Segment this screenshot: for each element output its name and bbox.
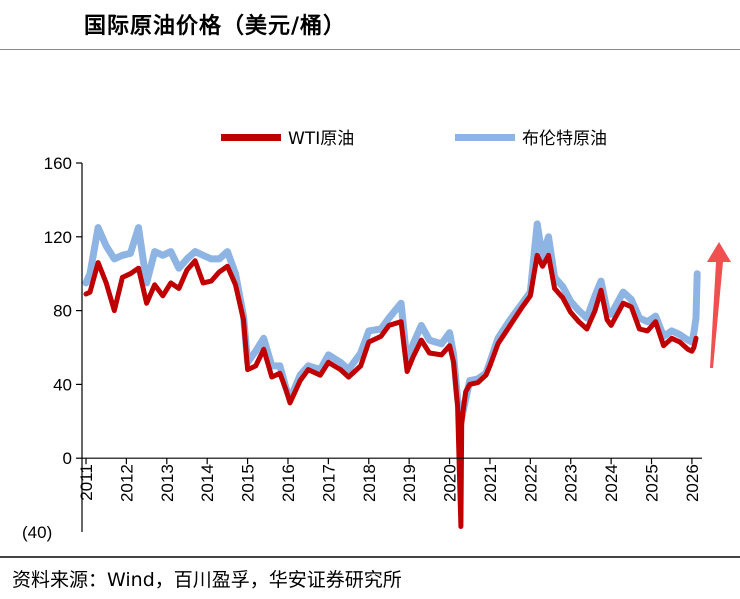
x-tick-label: 2022 [521,464,540,502]
page-title: 国际原油价格（美元/桶） [84,14,347,39]
y-tick-label: 80 [53,302,72,321]
legend-brent-swatch [455,134,515,141]
wti-series-line [83,252,699,529]
series-layer [82,220,701,529]
oil-price-chart: WTI原油 布伦特原油 160 120 80 40 0 (40) 2011 2012 2013 20… [22,129,731,542]
x-tick-label: 2024 [602,464,621,502]
y-tick-label: 160 [44,154,72,173]
x-tick-label: 2021 [481,464,500,502]
upward-arrow [707,242,731,368]
x-tick-label: 2026 [683,464,702,502]
x-tick-label: 2020 [441,464,460,502]
x-tick-label: 2017 [319,464,338,502]
legend-wti-swatch [221,134,281,141]
source-note: 资料来源：Wind，百川盈孚，华安证券研究所 [12,569,402,591]
x-tick-label: 2023 [562,464,581,502]
x-tick-label: 2014 [198,464,217,502]
chart-legend: WTI原油 布伦特原油 [221,129,607,149]
x-tick-label: 2019 [400,464,419,502]
source-divider [0,556,740,558]
legend-wti-label: WTI原油 [288,129,354,149]
x-tick-label: 2011 [77,464,96,501]
title-divider [0,49,740,50]
brent-series-line [82,220,701,422]
x-tick-label: 2016 [279,464,298,502]
y-tick-label: (40) [22,523,52,542]
x-tick-label: 2018 [360,464,379,502]
axes-layer: 160 120 80 40 0 (40) 2011 2012 2013 2014 2015 2016 2… [22,154,702,542]
x-tick-label: 2025 [643,464,662,502]
y-tick-label: 40 [53,375,72,394]
y-tick-label: 0 [63,449,72,468]
legend-brent-label: 布伦特原油 [522,129,607,149]
y-tick-label: 120 [44,228,72,247]
x-tick-label: 2012 [117,464,136,502]
x-tick-label: 2013 [158,464,177,502]
x-tick-label: 2015 [239,464,258,502]
annotation-layer [707,242,731,368]
